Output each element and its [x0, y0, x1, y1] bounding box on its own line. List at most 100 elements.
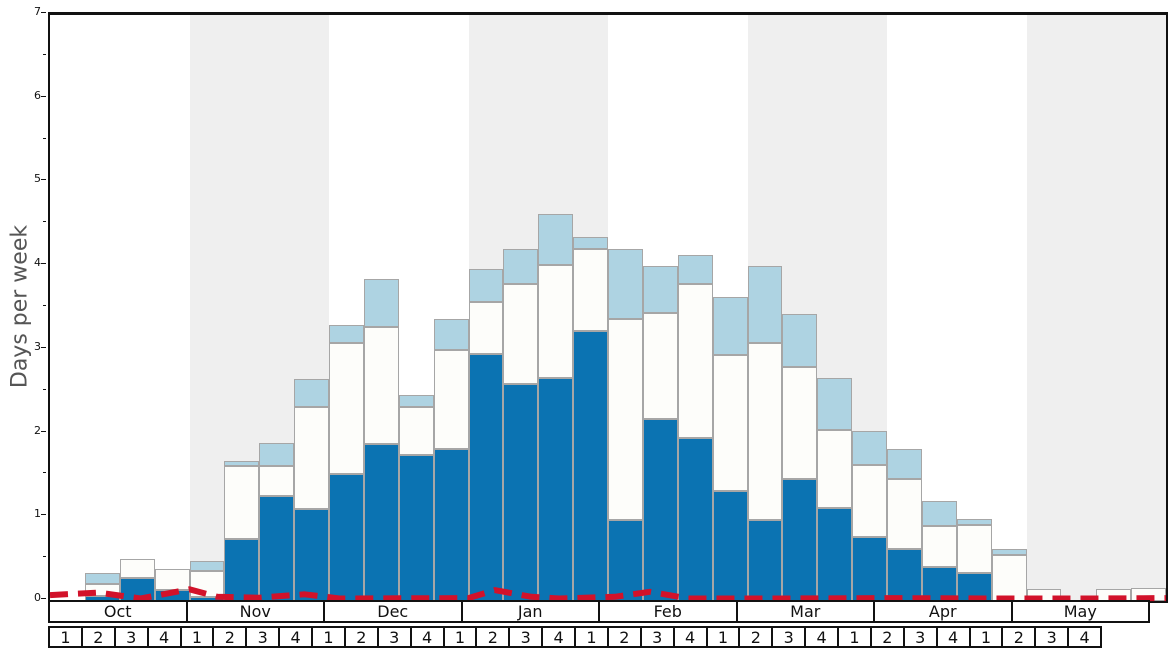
bar-segment: [363, 278, 399, 328]
bar-segment: [608, 249, 643, 319]
bar-segment: [119, 559, 155, 579]
bar-segment: [294, 508, 329, 601]
bar-segment: [852, 431, 887, 465]
bar-segment: [84, 584, 120, 596]
week-number: 2: [212, 626, 248, 648]
y-major-tick: [41, 514, 46, 516]
y-major-tick: [41, 179, 46, 181]
week-number: 3: [902, 626, 938, 648]
week-number: 4: [146, 626, 182, 648]
bar-segment: [991, 549, 1027, 555]
y-tick-label: 4: [34, 256, 41, 270]
month-label-dec: Dec: [323, 600, 463, 623]
bar-segment: [329, 324, 364, 344]
bar-segment: [538, 214, 574, 266]
bar-segment: [852, 537, 887, 601]
y-minor-tick: [43, 472, 46, 474]
bar-segment: [782, 366, 818, 479]
bar-segment: [817, 430, 853, 509]
y-tick-label: 7: [34, 5, 41, 18]
week-number: 2: [606, 626, 642, 648]
bar-segment: [259, 496, 295, 601]
week-number: 4: [804, 626, 839, 648]
month-label-may: May: [1010, 600, 1150, 623]
bar-segment: [294, 379, 329, 407]
week-number: 3: [245, 626, 281, 648]
bar-segment: [642, 266, 678, 314]
bar-segment: [433, 449, 469, 601]
bar-segment: [224, 461, 260, 467]
month-band-oct: [50, 15, 190, 601]
month-label-oct: Oct: [48, 600, 188, 623]
bar-segment: [468, 354, 504, 601]
average-line-path: [49, 586, 1167, 602]
month-label-nov: Nov: [185, 600, 325, 623]
week-number: 2: [475, 626, 511, 648]
bar-segment: [224, 466, 260, 540]
bar-segment: [642, 419, 678, 601]
bar-segment: [259, 442, 295, 467]
bar-segment: [503, 384, 539, 601]
y-axis-label: Days per week: [7, 224, 33, 389]
bar-segment: [573, 236, 608, 249]
bar-segment: [677, 255, 713, 284]
week-number: 2: [1001, 626, 1037, 648]
plot-area: [48, 12, 1168, 603]
bar-segment: [747, 266, 783, 344]
y-tick-label: 2: [34, 423, 41, 437]
week-number: 3: [1034, 626, 1070, 648]
bar-segment: [398, 395, 434, 407]
bar-segment: [329, 343, 364, 474]
bar-segment: [363, 443, 399, 601]
week-number: 1: [705, 626, 741, 648]
bar-segment: [712, 491, 748, 601]
week-number: 3: [771, 626, 807, 648]
bar-segment: [398, 406, 434, 456]
y-major-tick: [41, 346, 46, 348]
week-number: 2: [80, 626, 116, 648]
week-number: 4: [278, 626, 313, 648]
bar-segment: [887, 478, 922, 550]
bar-segment: [677, 283, 713, 438]
average-line: [49, 586, 1167, 602]
bar-segment: [887, 549, 922, 601]
week-number: 4: [1067, 626, 1102, 648]
week-number: 2: [343, 626, 379, 648]
bar-segment: [921, 525, 957, 567]
week-number: 1: [837, 626, 872, 648]
bar-segment: [712, 297, 748, 355]
week-number: 2: [738, 626, 774, 648]
bar-segment: [921, 501, 957, 526]
bar-segment: [991, 554, 1027, 601]
y-minor-tick: [43, 305, 46, 306]
bar-segment: [642, 313, 678, 420]
y-minor-tick: [43, 388, 46, 390]
week-number: 1: [574, 626, 609, 648]
bar-segment: [782, 313, 818, 367]
bar-segment: [503, 283, 539, 385]
bar-segment: [852, 464, 887, 538]
bar-segment: [538, 378, 574, 601]
week-number: 3: [639, 626, 675, 648]
y-minor-tick: [43, 556, 46, 558]
y-major-tick: [41, 95, 46, 97]
bar-segment: [956, 518, 992, 525]
week-number: 4: [935, 626, 971, 648]
bar-segment: [747, 519, 783, 601]
week-number: 4: [541, 626, 576, 648]
month-label-feb: Feb: [598, 600, 738, 623]
bar-segment: [817, 378, 853, 431]
week-number: 1: [442, 626, 478, 648]
y-tick-label: 5: [34, 172, 41, 186]
bar-segment: [608, 519, 643, 601]
bar-segment: [433, 349, 469, 450]
week-number: 3: [113, 626, 149, 648]
y-major-tick: [41, 12, 46, 13]
bar-segment: [84, 573, 120, 585]
bar-segment: [956, 524, 992, 573]
week-number: 2: [869, 626, 905, 648]
bar-segment: [538, 265, 574, 379]
y-minor-tick: [43, 137, 46, 139]
y-major-tick: [41, 263, 46, 265]
